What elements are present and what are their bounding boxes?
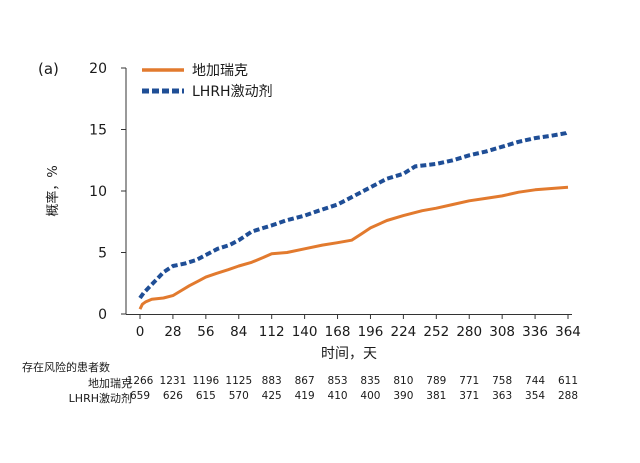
series-line-0 [138, 185, 569, 310]
y-tick-label: 10 [89, 184, 107, 200]
x-tick-label: 336 [522, 324, 548, 340]
legend-label: LHRH激动剂 [192, 83, 273, 100]
risk-value: 288 [557, 390, 579, 402]
x-tick-label: 0 [136, 324, 145, 340]
risk-value: 570 [228, 390, 249, 402]
risk-value: 659 [129, 390, 151, 402]
x-tick-label: 168 [325, 324, 351, 340]
risk-value: 611 [557, 375, 579, 387]
x-tick-label: 28 [164, 324, 181, 340]
risk-value: 626 [162, 390, 183, 402]
risk-value: 810 [393, 375, 414, 387]
risk-value: 410 [327, 390, 348, 402]
risk-value: 1231 [159, 375, 187, 387]
risk-value: 400 [360, 390, 381, 402]
risk-value: 1266 [126, 375, 154, 387]
risk-value: 883 [261, 375, 282, 387]
risk-value: 853 [327, 375, 348, 387]
risk-row-label: 地加瑞克 [88, 377, 132, 390]
risk-row-degarelix: 地加瑞克 1266 1231 1196 1125 883 867 853 835 810 789 7… [0, 375, 640, 390]
x-tick-label: 252 [423, 324, 449, 340]
risk-value: 835 [360, 375, 381, 387]
y-tick-label: 5 [98, 246, 107, 262]
x-tick-label: 84 [230, 324, 247, 340]
x-tick-label: 308 [489, 324, 515, 340]
risk-value: 419 [294, 390, 315, 402]
x-tick-label: 224 [390, 324, 416, 340]
y-axis-title: 概率，% [45, 165, 61, 216]
risk-value: 615 [195, 390, 216, 402]
risk-table-title: 存在风险的患者数 [22, 361, 110, 374]
risk-row-lhrh: LHRH激动剂 659 626 615 570 425 419 410 400 390 381 37… [0, 390, 640, 405]
risk-value: 390 [393, 390, 414, 402]
legend-label: 地加瑞克 [192, 63, 248, 79]
risk-value: 381 [426, 390, 447, 402]
x-tick-label: 364 [555, 324, 581, 340]
x-tick-label: 280 [456, 324, 482, 340]
risk-value: 744 [525, 375, 546, 387]
series-line-1 [138, 130, 569, 300]
x-tick-label: 56 [197, 324, 214, 340]
x-tick-label: 196 [358, 324, 384, 340]
x-tick-label: 112 [259, 324, 285, 340]
x-tick-label: 140 [292, 324, 318, 340]
risk-value: 771 [459, 375, 480, 387]
risk-value: 371 [459, 390, 480, 402]
risk-value: 1196 [192, 375, 220, 387]
risk-value: 363 [492, 390, 513, 402]
risk-value: 758 [492, 375, 513, 387]
y-tick-label: 15 [89, 123, 107, 139]
x-axis-title: 时间，天 [321, 346, 377, 362]
risk-row-label: LHRH激动剂 [68, 392, 132, 405]
y-tick-label: 20 [89, 61, 107, 77]
y-tick-label: 0 [98, 307, 107, 323]
risk-value: 789 [426, 375, 447, 387]
panel-label: (a) [38, 60, 59, 78]
risk-value: 1125 [225, 375, 253, 387]
risk-value: 867 [294, 375, 315, 387]
risk-value: 354 [525, 390, 546, 402]
risk-value: 425 [261, 390, 282, 402]
